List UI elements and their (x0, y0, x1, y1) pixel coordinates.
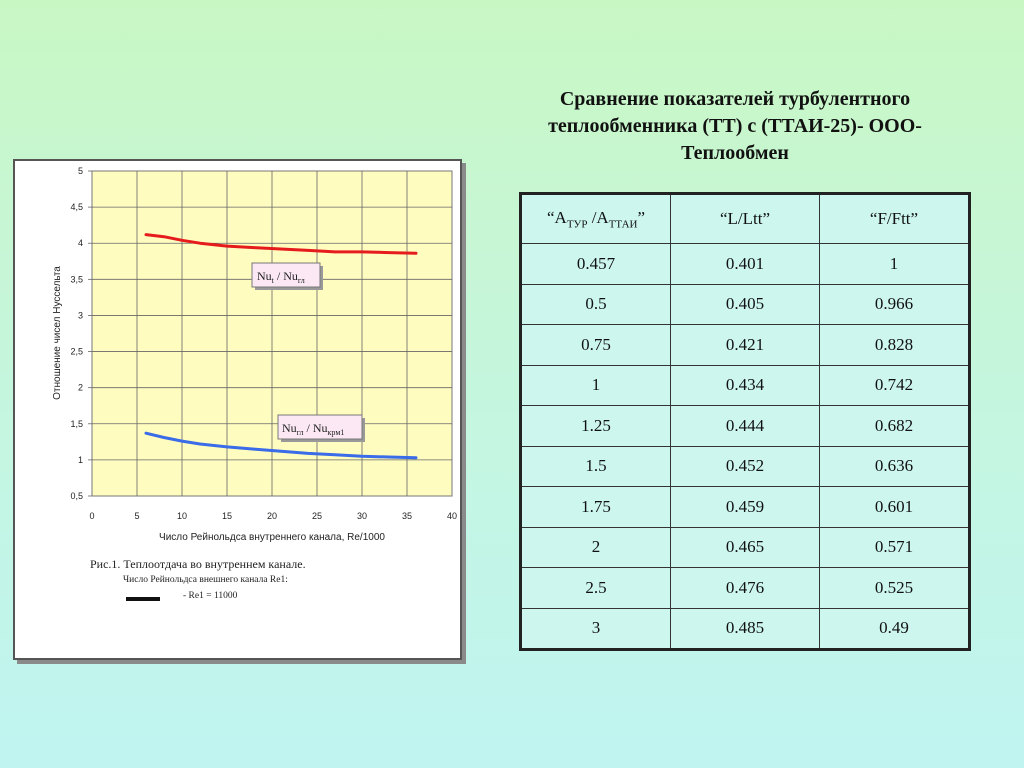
table-cell: 0.452 (670, 445, 820, 487)
y-tick-label: 3,5 (70, 274, 83, 284)
table-cell: 1 (819, 243, 970, 285)
table-row: 1 0.434 0.742 (520, 364, 970, 406)
table-cell: 0.476 (670, 567, 820, 609)
title-line-1: Сравнение показателей турбулентного (559, 88, 911, 110)
label-lower-text: Nuгл / Nuкрм1 (282, 421, 344, 437)
table-cell: 1.25 (520, 405, 671, 447)
page-title: Сравнение показателей турбулентного тепл… (500, 86, 970, 167)
table-header-row: “АТУР /АТТАИ” “L/Ltt” “F/Ftt” (520, 193, 970, 244)
table-cell: 3 (520, 607, 671, 650)
header-part: “А (546, 207, 567, 227)
legend-entry: - Re1 = 11000 (183, 591, 238, 601)
series-lines (144, 233, 418, 460)
tick-labels: 0 5 10 15 20 25 30 35 40 0,5 1 1,5 2 2,5 3 3,5 4 4,5 5 (70, 166, 457, 521)
x-axis-label: Число Рейнольдса внутреннего канала, Re/… (159, 532, 385, 543)
header-sub: ТТАИ (608, 218, 638, 231)
x-tick-label: 15 (222, 511, 232, 521)
table-cell: 0.49 (819, 607, 970, 650)
table-cell: 0.444 (670, 405, 820, 447)
label-upper-text: Nut / Nuгл (257, 269, 305, 285)
chart-panel: 0 5 10 15 20 25 30 35 40 0,5 1 1,5 2 2,5 3 3,5 4 4,5 5 Чис… (13, 159, 462, 660)
table-row: 2 0.465 0.571 (520, 526, 970, 568)
series-line-2 (144, 431, 418, 460)
table-header-cell: “АТУР /АТТАИ” (520, 193, 671, 244)
table-row: 1.75 0.459 0.601 (520, 486, 970, 528)
table-row: 3 0.485 0.49 (520, 607, 970, 650)
x-tick-label: 0 (89, 511, 94, 521)
table-cell: 0.966 (819, 283, 970, 325)
title-line-3: Теплообмен (681, 142, 789, 164)
title-line-2: теплообменника (ТТ) с (ТТАИ-25)- ООО- (548, 115, 922, 137)
table-cell: 0.457 (520, 243, 671, 285)
table-cell: 0.75 (520, 324, 671, 366)
x-tick-label: 40 (447, 511, 457, 521)
table-cell: 0.5 (520, 283, 671, 325)
table-cell: 0.434 (670, 364, 820, 406)
x-tick-label: 20 (267, 511, 277, 521)
series-line-1 (144, 233, 418, 255)
y-tick-label: 0,5 (70, 491, 83, 501)
table-cell: 0.525 (819, 567, 970, 609)
table-cell: 0.421 (670, 324, 820, 366)
comparison-table: “АТУР /АТТАИ” “L/Ltt” “F/Ftt” 0.457 0.401 1 0.… (519, 192, 971, 651)
y-tick-label: 2,5 (70, 347, 83, 357)
header-sub: ТУР (566, 218, 588, 231)
table-cell: 0.401 (670, 243, 820, 285)
header-part: /А (587, 207, 609, 227)
table-cell: 0.459 (670, 486, 820, 528)
table-cell: 1 (520, 364, 671, 406)
y-tick-label: 1 (78, 455, 83, 465)
table-cell: 0.405 (670, 283, 820, 325)
header-part: ” (637, 207, 646, 227)
label-box-lower: Nuгл / Nuкрм1 (277, 414, 365, 442)
figure-subcaption: Число Рейнольдса внешнего канала Re1: (123, 575, 288, 585)
x-tick-label: 10 (177, 511, 187, 521)
legend-line-swatch (126, 597, 160, 601)
x-tick-label: 30 (357, 511, 367, 521)
x-tick-label: 5 (134, 511, 139, 521)
table-cell: 0.682 (819, 405, 970, 447)
table-cell: 1.5 (520, 445, 671, 487)
label-box-upper: Nut / Nuгл (251, 262, 323, 290)
table-cell: 0.636 (819, 445, 970, 487)
table-cell: 2 (520, 526, 671, 568)
table-row: 0.457 0.401 1 (520, 243, 970, 285)
y-axis-label: Отношение чисел Нуссельта (52, 266, 63, 400)
y-tick-label: 4,5 (70, 202, 83, 212)
figure-caption: Рис.1. Теплоотдача во внутреннем канале. (90, 557, 306, 571)
table-cell: 0.601 (819, 486, 970, 528)
table-header-cell: “L/Ltt” (670, 193, 820, 244)
table-row: 1.5 0.452 0.636 (520, 445, 970, 487)
y-tick-label: 1,5 (70, 419, 83, 429)
line-chart: 0 5 10 15 20 25 30 35 40 0,5 1 1,5 2 2,5 3 3,5 4 4,5 5 Чис… (52, 166, 457, 543)
table-header-cell: “F/Ftt” (819, 193, 970, 244)
table-cell: 1.75 (520, 486, 671, 528)
table-cell: 0.465 (670, 526, 820, 568)
y-tick-label: 3 (78, 310, 83, 320)
table-cell: 0.571 (819, 526, 970, 568)
table-row: 0.75 0.421 0.828 (520, 324, 970, 366)
table-cell: 2.5 (520, 567, 671, 609)
table-cell: 0.485 (670, 607, 820, 650)
y-tick-label: 4 (78, 238, 83, 248)
y-tick-label: 2 (78, 383, 83, 393)
y-tick-label: 5 (78, 166, 83, 176)
x-tick-label: 35 (402, 511, 412, 521)
table-cell: 0.828 (819, 324, 970, 366)
table-row: 0.5 0.405 0.966 (520, 283, 970, 325)
table-row: 1.25 0.444 0.682 (520, 405, 970, 447)
table-row: 2.5 0.476 0.525 (520, 567, 970, 609)
table-cell: 0.742 (819, 364, 970, 406)
x-tick-label: 25 (312, 511, 322, 521)
